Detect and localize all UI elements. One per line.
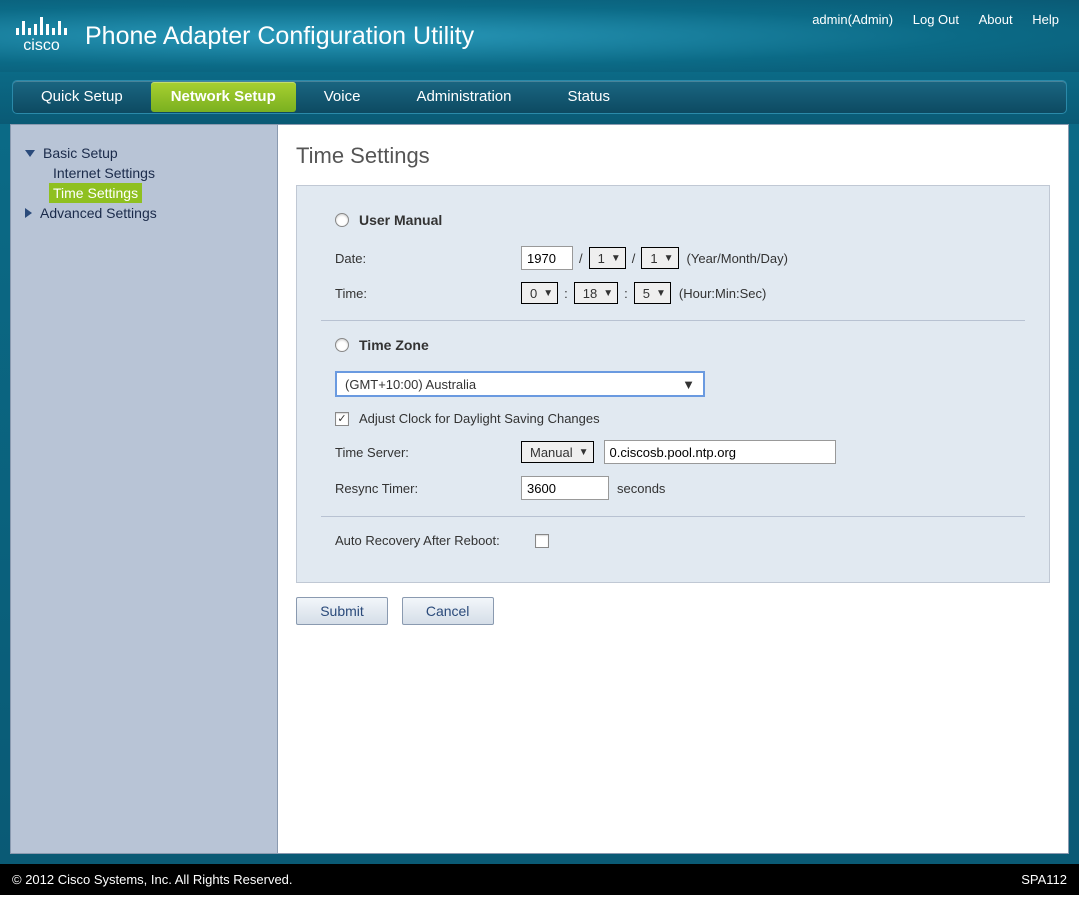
app-title: Phone Adapter Configuration Utility <box>85 22 474 51</box>
chevron-right-icon <box>25 208 32 218</box>
caret-down-icon: ▼ <box>656 288 666 299</box>
day-select[interactable]: 1▼ <box>641 247 678 269</box>
minute-select[interactable]: 18▼ <box>574 282 618 304</box>
resync-row: Resync Timer: seconds <box>335 476 1025 500</box>
sidebar-basic-setup[interactable]: Basic Setup <box>25 143 263 163</box>
sidebar-internet-settings[interactable]: Internet Settings <box>49 163 159 183</box>
caret-down-icon: ▼ <box>543 288 553 299</box>
content-pane: Time Settings User Manual Date: / 1▼ / 1… <box>278 124 1069 854</box>
time-zone-heading[interactable]: Time Zone <box>335 337 1025 353</box>
time-server-row: Time Server: Manual▼ <box>335 440 1025 464</box>
footer-copyright: © 2012 Cisco Systems, Inc. All Rights Re… <box>12 872 293 887</box>
resync-label: Resync Timer: <box>335 481 521 496</box>
nav-status[interactable]: Status <box>539 80 638 114</box>
button-row: Submit Cancel <box>296 597 1050 625</box>
submit-button[interactable]: Submit <box>296 597 388 625</box>
auto-recover-row: Auto Recovery After Reboot: <box>335 533 1025 548</box>
body-area: Basic Setup Internet Settings Time Setti… <box>0 124 1079 864</box>
help-link[interactable]: Help <box>1032 12 1059 27</box>
timezone-select[interactable]: (GMT+10:00) Australia ▼ <box>335 371 705 397</box>
time-server-label: Time Server: <box>335 445 521 460</box>
dst-label: Adjust Clock for Daylight Saving Changes <box>359 411 600 426</box>
caret-down-icon: ▼ <box>682 377 695 392</box>
nav-quick-setup[interactable]: Quick Setup <box>13 80 151 114</box>
hour-select[interactable]: 0▼ <box>521 282 558 304</box>
radio-icon[interactable] <box>335 213 349 227</box>
divider <box>321 516 1025 517</box>
page-title: Time Settings <box>296 143 1050 169</box>
dst-checkbox[interactable]: ✓ <box>335 412 349 426</box>
dst-row: ✓ Adjust Clock for Daylight Saving Chang… <box>335 411 1025 426</box>
auto-recover-label: Auto Recovery After Reboot: <box>335 533 535 548</box>
resync-unit: seconds <box>617 481 665 496</box>
cisco-logo-bars <box>16 17 67 35</box>
footer: © 2012 Cisco Systems, Inc. All Rights Re… <box>0 864 1079 895</box>
sidebar-item-label: Basic Setup <box>43 145 118 161</box>
caret-down-icon: ▼ <box>579 447 589 458</box>
cisco-logo: cisco <box>16 17 67 55</box>
time-row: Time: 0▼ : 18▼ : 5▼ (Hour:Min:Sec) <box>335 282 1025 304</box>
date-hint: (Year/Month/Day) <box>687 251 788 266</box>
user-link[interactable]: admin(Admin) <box>812 12 893 27</box>
nav-voice[interactable]: Voice <box>296 80 389 114</box>
caret-down-icon: ▼ <box>611 253 621 264</box>
resync-input[interactable] <box>521 476 609 500</box>
settings-panel: User Manual Date: / 1▼ / 1▼ (Year/Month/… <box>296 185 1050 583</box>
month-select[interactable]: 1▼ <box>589 247 626 269</box>
logout-link[interactable]: Log Out <box>913 12 959 27</box>
nav-administration[interactable]: Administration <box>388 80 539 114</box>
footer-model: SPA112 <box>1021 872 1067 887</box>
radio-icon[interactable] <box>335 338 349 352</box>
section-label: Time Zone <box>359 337 429 353</box>
second-select[interactable]: 5▼ <box>634 282 671 304</box>
about-link[interactable]: About <box>979 12 1013 27</box>
cisco-logo-text: cisco <box>23 37 59 55</box>
navbar-container: Quick Setup Network Setup Voice Administ… <box>0 72 1079 124</box>
auto-recover-checkbox[interactable] <box>535 534 549 548</box>
app-header: cisco Phone Adapter Configuration Utilit… <box>0 0 1079 72</box>
user-manual-heading[interactable]: User Manual <box>335 212 1025 228</box>
section-label: User Manual <box>359 212 442 228</box>
sidebar-advanced-settings[interactable]: Advanced Settings <box>25 203 263 223</box>
chevron-down-icon <box>25 150 35 157</box>
date-label: Date: <box>335 251 521 266</box>
cancel-button[interactable]: Cancel <box>402 597 494 625</box>
sidebar-item-label: Advanced Settings <box>40 205 157 221</box>
sidebar-time-settings[interactable]: Time Settings <box>49 183 142 203</box>
year-input[interactable] <box>521 246 573 270</box>
nav-network-setup[interactable]: Network Setup <box>151 82 296 112</box>
caret-down-icon: ▼ <box>603 288 613 299</box>
time-server-input[interactable] <box>604 440 836 464</box>
divider <box>321 320 1025 321</box>
sidebar: Basic Setup Internet Settings Time Setti… <box>10 124 278 854</box>
timezone-value: (GMT+10:00) Australia <box>345 377 476 392</box>
time-server-mode-select[interactable]: Manual▼ <box>521 441 594 463</box>
top-links: admin(Admin) Log Out About Help <box>796 12 1059 27</box>
main-navbar: Quick Setup Network Setup Voice Administ… <box>12 80 1067 114</box>
caret-down-icon: ▼ <box>664 253 674 264</box>
time-label: Time: <box>335 286 521 301</box>
time-hint: (Hour:Min:Sec) <box>679 286 766 301</box>
date-row: Date: / 1▼ / 1▼ (Year/Month/Day) <box>335 246 1025 270</box>
